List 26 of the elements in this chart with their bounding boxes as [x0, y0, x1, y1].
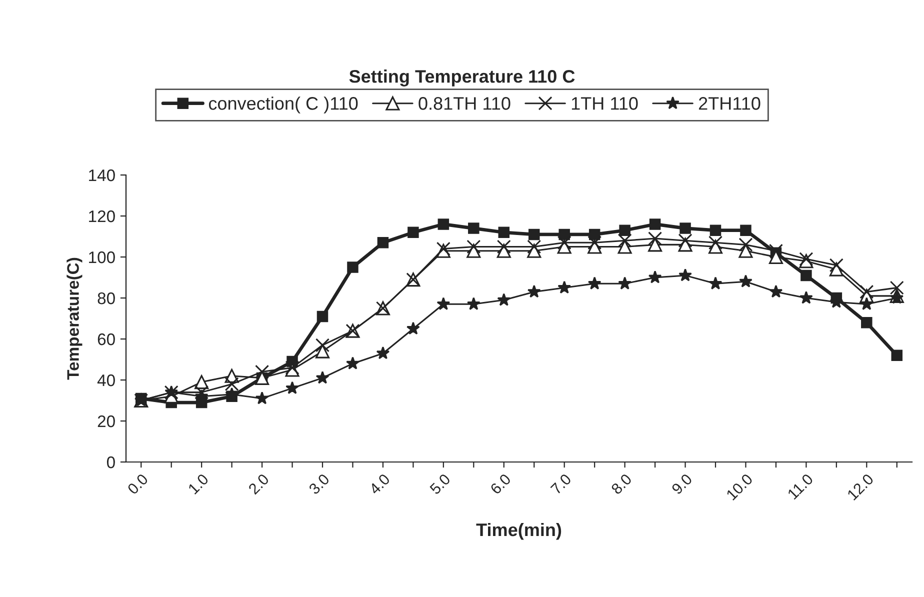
y-tick-label: 40: [97, 374, 115, 386]
y-tick-label: 60: [98, 333, 115, 346]
x-tick-label: 5.0: [429, 473, 451, 495]
chart-title: Setting Temperature 110 C: [349, 70, 575, 86]
x-tick-label: 4.0: [368, 473, 390, 496]
x-axis-title: Time(min): [476, 522, 562, 540]
y-tick-label: 0: [106, 456, 115, 468]
x-tick-label: 1.0: [188, 473, 210, 495]
x-tick-label: 3.0: [308, 473, 330, 495]
y-tick-label: 120: [89, 210, 115, 222]
x-tick-label: 2.0: [248, 473, 270, 495]
x-tick-label: 0.0: [126, 473, 149, 495]
x-tick-label: 11.0: [787, 473, 814, 500]
y-tick-label: 140: [89, 169, 115, 182]
legend-label: 0.81TH 110: [418, 97, 510, 110]
y-tick-label: 80: [98, 292, 115, 304]
y-axis-title: Temperature(C): [66, 258, 82, 380]
x-tick-label: 8.0: [610, 473, 632, 495]
x-tick-label: 9.0: [671, 473, 693, 495]
x-tick-label: 6.0: [490, 473, 512, 495]
y-tick-label: 100: [89, 251, 115, 264]
x-tick-label: 7.0: [550, 473, 572, 495]
legend-label: 2TH110: [698, 97, 760, 110]
y-tick-label: 20: [98, 415, 115, 428]
legend-label: 1TH 110: [572, 97, 638, 110]
legend-label: convection( C )110: [208, 96, 358, 114]
